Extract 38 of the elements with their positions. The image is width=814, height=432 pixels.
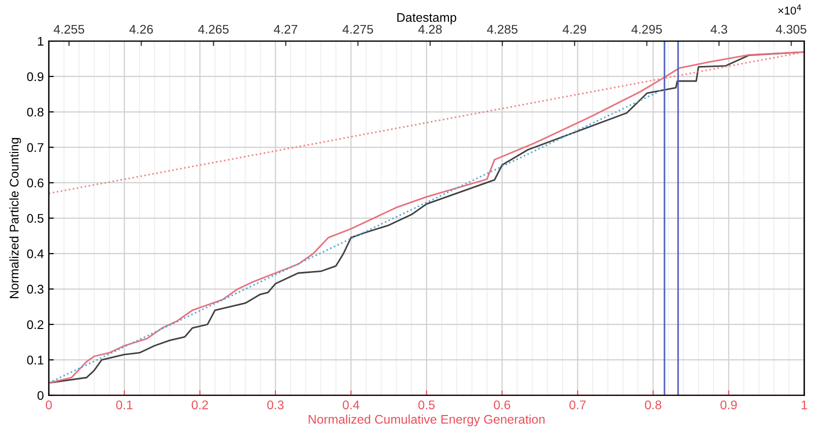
y-axis-title: Normalized Particle Counting [9,138,22,298]
y-tick-label: 0.8 [27,108,44,117]
x2-tick-label: 4.29 [562,24,586,34]
x2-tick-label: 4.27 [274,24,298,34]
y-tick-label: 0.4 [27,249,44,258]
x-tick-label: 0.9 [720,400,737,410]
x-tick-label: 1 [802,400,808,410]
x-tick-label: 0.3 [267,400,284,410]
y-tick-label: 0.6 [27,178,44,188]
x2-tick-label: 4.275 [342,24,374,34]
y-tick-label: 0.5 [27,214,44,223]
y-tick-label: 0.2 [27,320,44,330]
x2-tick-label: 4.3 [710,24,728,34]
x2-tick-label: 4.295 [631,24,662,34]
y-tick-label: 0.9 [27,72,44,82]
x-tick-label: 0.8 [644,400,662,410]
y-tick-label: 0.3 [27,284,44,294]
x2-tick-label: 4.255 [54,24,84,34]
x2-tick-label: 4.285 [487,24,518,34]
y-tick-label: 1 [38,36,44,46]
x2-axis-title: Datestamp [397,13,456,24]
x-tick-label: 0 [46,400,52,410]
y-tick-label: 0.7 [27,143,44,152]
x-tick-label: 0.7 [569,400,586,410]
x-tick-label: 0.1 [116,400,132,410]
x2-tick-label: 4.265 [198,24,229,34]
x2-tick-label: 4.28 [418,24,442,34]
x-axis-title: Normalized Cumulative Energy Generation [308,414,545,426]
x2-tick-label: 4.26 [129,24,153,34]
y-tick-label: 0 [38,391,44,400]
x2-tick-label: 4.305 [776,24,806,34]
x-tick-label: 0.5 [418,400,435,410]
x-tick-label: 0.6 [494,400,510,410]
y-tick-label: 0.1 [27,356,44,365]
text: ×10$^{4}$ [778,4,802,15]
line-series [48,51,804,384]
x-tick-label: 0.2 [192,400,208,410]
x-tick-label: 0.4 [342,400,360,410]
